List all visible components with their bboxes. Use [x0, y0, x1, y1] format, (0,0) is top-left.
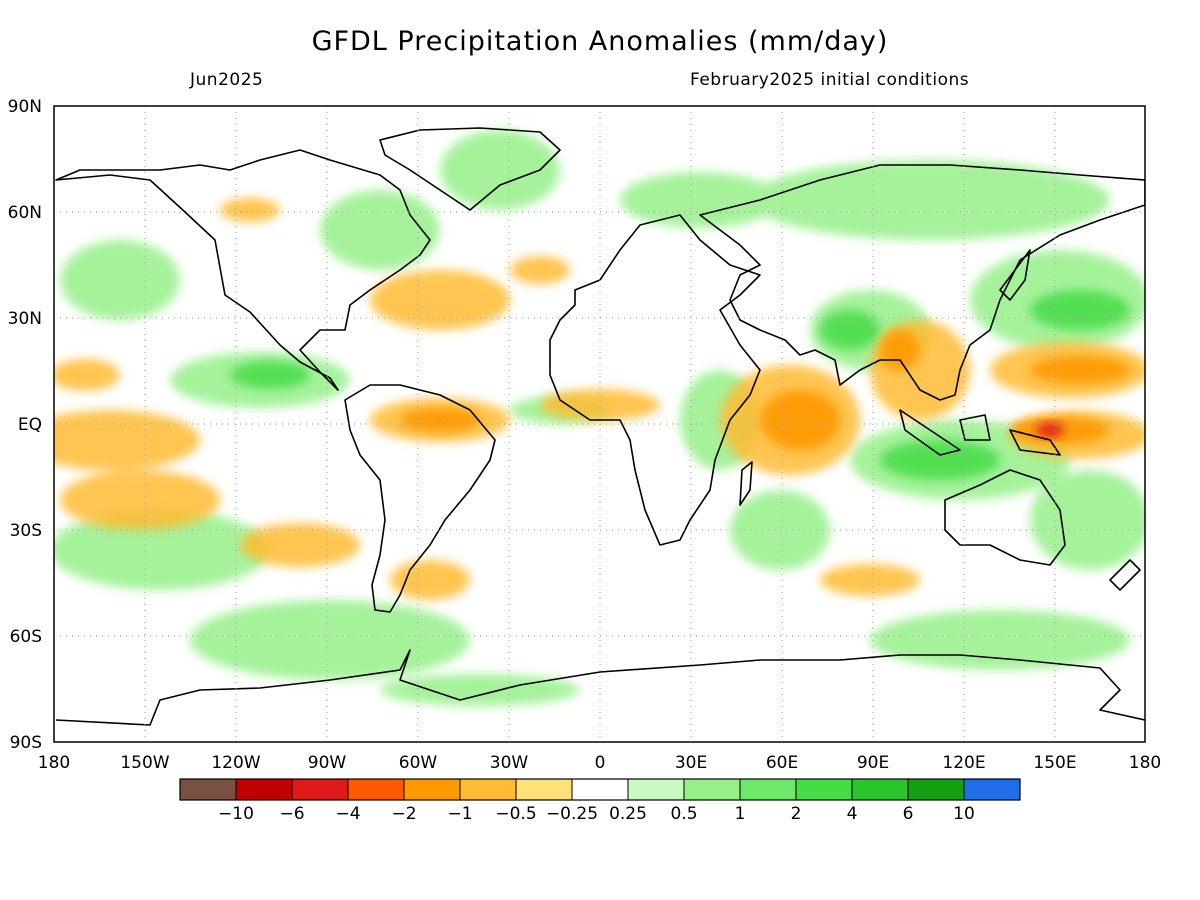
- legend-swatch: [683, 778, 741, 801]
- legend-swatch: [459, 778, 517, 801]
- legend-frame: [179, 778, 1021, 801]
- legend-label: 1: [735, 804, 746, 824]
- legend-swatch: [795, 778, 853, 801]
- lat-label: EQ: [18, 415, 42, 435]
- legend-swatch: [291, 778, 349, 801]
- legend-swatch: [963, 778, 1021, 801]
- legend-swatch: [179, 778, 237, 801]
- coastlines: [55, 127, 1145, 726]
- legend-swatch: [851, 778, 909, 801]
- anomaly-field: [54, 127, 1145, 726]
- lon-label: 90E: [857, 753, 889, 773]
- legend-label: −0.25: [546, 804, 598, 824]
- legend-label: 10: [953, 804, 975, 824]
- legend-label: 4: [847, 804, 858, 824]
- legend-label: −1: [447, 804, 472, 824]
- lat-label: 30N: [8, 309, 42, 329]
- lon-label: 60E: [766, 753, 798, 773]
- lon-label: 30E: [675, 753, 707, 773]
- longitude-labels: 180 150W 120W 90W 60W 30W 0 30E 60E 90E …: [38, 753, 1161, 773]
- lat-label: 60S: [10, 627, 42, 647]
- legend-swatch: [403, 778, 461, 801]
- color-legend: [179, 778, 1021, 801]
- lat-label: 90N: [8, 97, 42, 117]
- legend-label: 0.5: [670, 804, 697, 824]
- legend-label: 0.25: [609, 804, 647, 824]
- legend-label: −2: [391, 804, 416, 824]
- legend-swatch: [907, 778, 965, 801]
- legend-swatch: [235, 778, 293, 801]
- legend-label: −0.5: [495, 804, 536, 824]
- map-frame: [53, 105, 1146, 743]
- lon-label: 150W: [120, 753, 169, 773]
- legend-swatch: [739, 778, 797, 801]
- legend-swatch: [571, 778, 629, 801]
- lat-label: 60N: [8, 203, 42, 223]
- lon-label: 180: [38, 753, 70, 773]
- legend-swatch: [627, 778, 685, 801]
- map-title: GFDL Precipitation Anomalies (mm/day): [311, 26, 889, 57]
- graticule: [54, 106, 1145, 742]
- lon-label: 60W: [399, 753, 438, 773]
- lat-label: 90S: [10, 733, 42, 753]
- legend-label: −6: [279, 804, 304, 824]
- legend-label: 6: [903, 804, 914, 824]
- legend-swatch: [347, 778, 405, 801]
- legend-label: −4: [335, 804, 360, 824]
- lon-label: 120E: [942, 753, 985, 773]
- latitude-labels: 90N 60N 30N EQ 30S 60S 90S: [8, 97, 42, 753]
- lon-label: 0: [595, 753, 606, 773]
- lon-label: 150E: [1033, 753, 1076, 773]
- initial-conditions-label: February2025 initial conditions: [690, 70, 970, 90]
- legend-label: 2: [791, 804, 802, 824]
- legend-labels: −10 −6 −4 −2 −1 −0.5 −0.25 0.25 0.5 1 2 …: [218, 804, 975, 824]
- lat-label: 30S: [10, 521, 42, 541]
- lon-label: 90W: [308, 753, 347, 773]
- lon-label: 120W: [211, 753, 260, 773]
- valid-month-label: Jun2025: [190, 70, 264, 90]
- lon-label: 30W: [490, 753, 529, 773]
- lon-label: 180: [1129, 753, 1161, 773]
- legend-label: −10: [218, 804, 254, 824]
- legend-swatch: [515, 778, 573, 801]
